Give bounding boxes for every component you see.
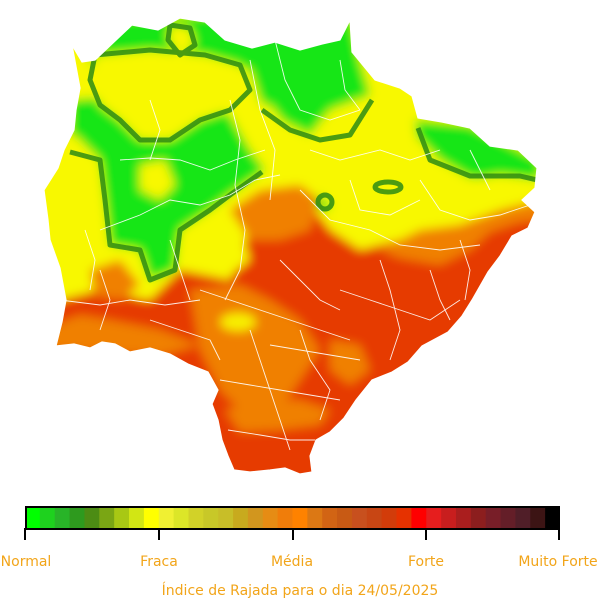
legend-color-cell — [114, 506, 130, 530]
municipal-boundary — [99, 174, 281, 231]
municipal-boundary — [339, 59, 361, 111]
municipal-boundary — [419, 179, 531, 221]
weak-zone — [90, 50, 250, 140]
legend-color-cell — [129, 506, 145, 530]
legend-label-fraca: Fraca — [140, 554, 178, 570]
municipal-boundary — [219, 379, 341, 401]
municipal-boundary — [224, 99, 246, 301]
map-caption: Índice de Rajada para o dia 24/05/2025 — [161, 583, 439, 599]
legend-color-cell — [337, 506, 353, 530]
legend-color-cell — [188, 506, 204, 530]
legend-color-cell — [54, 506, 71, 530]
legend-color-cell — [203, 506, 219, 530]
legend-color-cell — [143, 506, 160, 530]
municipal-boundary — [249, 59, 276, 201]
medium-zone — [330, 340, 370, 385]
legend-color-cell — [515, 506, 531, 530]
legend-color-cell — [396, 506, 412, 530]
municipal-boundary — [59, 299, 201, 306]
legend-color-cell — [485, 506, 502, 530]
legend-label-forte: Forte — [408, 554, 444, 570]
legend-color-cell — [307, 506, 323, 530]
municipal-boundary — [249, 329, 291, 451]
municipal-boundary — [169, 239, 191, 301]
legend-color-cell — [381, 506, 398, 530]
normal-zone-border — [69, 149, 264, 283]
normal-zone-border — [372, 179, 404, 195]
legend-color-cell — [277, 506, 294, 530]
legend-label-media: Média — [270, 554, 314, 570]
municipal-boundary — [299, 329, 331, 421]
legend-color-cell — [411, 506, 427, 530]
legend-color-cell — [500, 506, 517, 530]
normal-zone-border — [260, 98, 375, 143]
municipal-boundary — [269, 344, 361, 361]
legend-color-cell — [426, 506, 442, 530]
municipal-boundary — [339, 289, 461, 321]
municipal-boundary — [99, 269, 111, 331]
municipal-boundary — [459, 239, 471, 301]
legend-color-cell — [470, 506, 487, 530]
state-map — [43, 17, 538, 475]
normal-zone-border — [315, 192, 335, 212]
legend-color-cell — [441, 506, 457, 530]
municipal-boundary — [119, 149, 266, 171]
legend-color-cell — [84, 506, 100, 530]
legend-color-cell — [262, 506, 279, 530]
municipal-boundary — [149, 99, 161, 161]
legend-color-cell — [69, 506, 86, 530]
municipal-boundary — [279, 259, 341, 311]
normal-zone-border — [87, 47, 253, 143]
legend-color-cell — [366, 506, 383, 530]
legend-colorbar — [25, 506, 560, 530]
legend-color-cell — [25, 506, 41, 530]
legend-color-cell — [530, 506, 546, 530]
legend-color-cell — [247, 506, 264, 530]
legend-color-cell — [39, 506, 56, 530]
medium-zone — [225, 400, 330, 432]
legend-color-cell — [292, 506, 308, 530]
normal-zone-border — [165, 22, 198, 58]
legend-color-cell — [173, 506, 190, 530]
legend-ticks — [24, 528, 560, 540]
medium-zone — [380, 200, 537, 265]
weak-zone — [140, 160, 175, 200]
municipal-boundary — [469, 149, 491, 191]
legend-color-cell — [455, 506, 472, 530]
municipal-boundary — [309, 149, 441, 161]
weak-zone — [180, 225, 250, 275]
medium-zone — [230, 185, 320, 240]
weak-zone — [220, 313, 256, 331]
legend-color-cell — [545, 506, 560, 530]
municipal-boundary — [199, 289, 351, 341]
legend-label-normal: Normal — [0, 554, 52, 570]
legend-color-cell — [233, 506, 249, 530]
normal-zone-border — [415, 127, 537, 183]
legend-label-muito-forte: Muito Forte — [518, 554, 598, 570]
legend-color-cell — [99, 506, 115, 530]
municipal-boundary — [274, 39, 361, 121]
legend-color-cell — [158, 506, 175, 530]
municipal-boundary — [379, 259, 401, 361]
municipal-boundary — [299, 189, 481, 251]
municipal-boundary — [84, 229, 96, 291]
legend-color-cell — [351, 506, 368, 530]
legend-color-cell — [322, 506, 338, 530]
municipal-boundary — [149, 319, 221, 361]
medium-zone — [90, 260, 140, 300]
municipal-boundary — [227, 429, 315, 441]
municipal-boundary — [349, 179, 421, 216]
municipal-boundary — [429, 269, 451, 321]
legend-color-cell — [218, 506, 234, 530]
